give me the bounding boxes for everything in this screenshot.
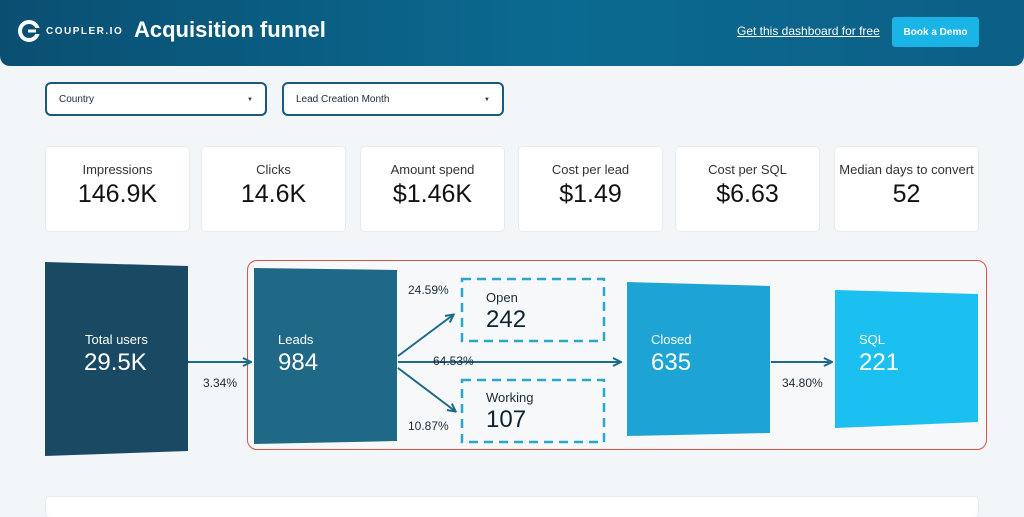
kpi-impressions: Impressions 146.9K: [46, 147, 189, 231]
arrow-leads-to-open: [397, 315, 453, 357]
book-demo-button[interactable]: Book a Demo: [892, 17, 979, 47]
open-dashed-box: [460, 277, 606, 343]
kpi-label: Cost per SQL: [708, 162, 787, 177]
working-label: Working: [486, 390, 534, 405]
rate-total-to-leads: 3.34%: [203, 376, 238, 390]
kpi-amount-spend: Amount spend $1.46K: [361, 147, 504, 231]
lead-creation-month-filter[interactable]: Lead Creation Month ▼: [282, 82, 504, 116]
kpi-label: Clicks: [256, 162, 291, 177]
kpi-median-days: Median days to convert 52: [835, 147, 978, 231]
kpi-value: $1.46K: [392, 180, 473, 208]
sql-label: SQL: [859, 332, 886, 347]
sql-shape: [835, 290, 978, 428]
closed-value: 635: [651, 349, 692, 376]
funnel-diagram: [45, 262, 978, 456]
rate-leads-to-closed: 64.53%: [433, 354, 474, 368]
closed-label: Closed: [651, 332, 692, 347]
leads-shape: [254, 268, 397, 444]
page-title: Acquisition funnel: [134, 17, 326, 42]
lead-month-filter-label: Lead Creation Month: [296, 93, 390, 105]
sql-value: 221: [859, 349, 900, 376]
chevron-down-icon: ▼: [484, 97, 490, 103]
kpi-value: $6.63: [716, 180, 779, 208]
leads-value: 984: [278, 349, 319, 376]
open-value: 242: [486, 306, 527, 333]
rate-leads-to-open: 24.59%: [408, 283, 449, 297]
country-filter[interactable]: Country ▼: [45, 82, 267, 116]
total-users-label: Total users: [85, 332, 148, 347]
header-bar: COUPLER.IO Acquisition funnel Get this d…: [0, 0, 1024, 66]
brand-name: COUPLER.IO: [46, 26, 124, 37]
kpi-value: 52: [892, 180, 921, 208]
kpi-value: 14.6K: [240, 180, 307, 208]
total-users-shape: [45, 262, 188, 456]
rate-leads-to-working: 10.87%: [408, 419, 449, 433]
kpi-value: $1.49: [559, 180, 622, 208]
working-value: 107: [486, 406, 527, 433]
arrow-leads-to-working: [397, 367, 455, 411]
country-filter-label: Country: [59, 93, 95, 105]
bottom-card: [46, 497, 978, 517]
kpi-label: Amount spend: [390, 162, 475, 177]
chevron-down-icon: ▼: [247, 97, 253, 103]
kpi-cost-per-lead: Cost per lead $1.49: [519, 147, 662, 231]
kpi-label: Impressions: [82, 162, 153, 177]
open-label: Open: [486, 290, 518, 305]
closed-shape: [627, 282, 770, 436]
kpi-value: 146.9K: [77, 180, 158, 208]
working-dashed-box: [460, 378, 606, 444]
get-dashboard-link[interactable]: Get this dashboard for free: [737, 24, 880, 38]
kpi-label: Cost per lead: [551, 162, 630, 177]
rate-closed-to-sql: 34.80%: [782, 376, 823, 390]
coupler-logo-icon: [18, 20, 40, 42]
kpi-clicks: Clicks 14.6K: [202, 147, 345, 231]
kpi-cost-per-sql: Cost per SQL $6.63: [676, 147, 819, 231]
kpi-label: Median days to convert: [839, 162, 974, 177]
total-users-value: 29.5K: [84, 349, 147, 376]
leads-label: Leads: [278, 332, 314, 347]
